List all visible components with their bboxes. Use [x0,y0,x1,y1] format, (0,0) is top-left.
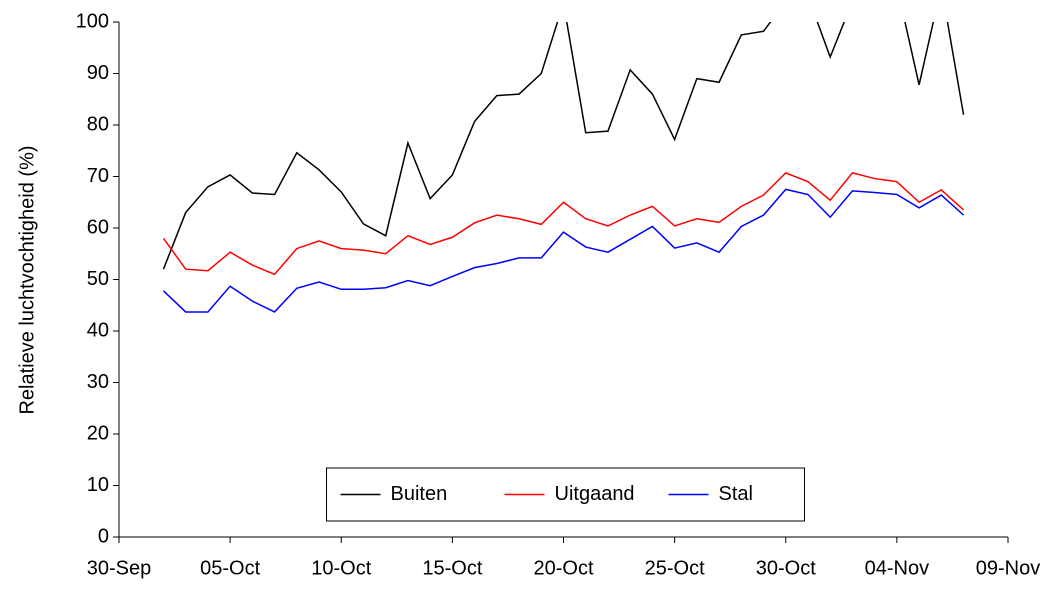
data-line [162,172,965,276]
legend-box [326,467,805,522]
y-tick-label: 50 [87,268,109,290]
x-tick-label: 30-Oct [756,557,816,579]
legend-label: Stal [719,483,753,505]
x-tick-label: 15-Oct [422,557,482,579]
x-tick-label: 09-Nov [976,557,1040,579]
y-tick-label: 90 [87,62,109,84]
y-tick-label: 20 [87,422,109,444]
data-line [162,22,965,270]
data-line [162,188,965,313]
y-axis-label: Relatieve luchtvochtigheid (%) [16,145,38,414]
plot-area [162,22,965,313]
y-tick-label: 40 [87,319,109,341]
x-tick-label: 25-Oct [645,557,705,579]
x-tick-label: 10-Oct [311,557,371,579]
x-tick-label: 20-Oct [533,557,593,579]
y-tick-label: 30 [87,371,109,393]
x-tick-label: 04-Nov [865,557,929,579]
y-tick-label: 10 [87,474,109,496]
x-tick-label: 30-Sep [87,557,152,579]
y-tick-label: 100 [76,10,109,32]
x-tick-label: 05-Oct [200,557,260,579]
y-tick-label: 60 [87,216,109,238]
y-tick-label: 0 [98,525,109,547]
y-tick-label: 70 [87,165,109,187]
legend-label: Buiten [391,483,448,505]
legend-label: Uitgaand [555,483,635,505]
y-tick-label: 80 [87,113,109,135]
